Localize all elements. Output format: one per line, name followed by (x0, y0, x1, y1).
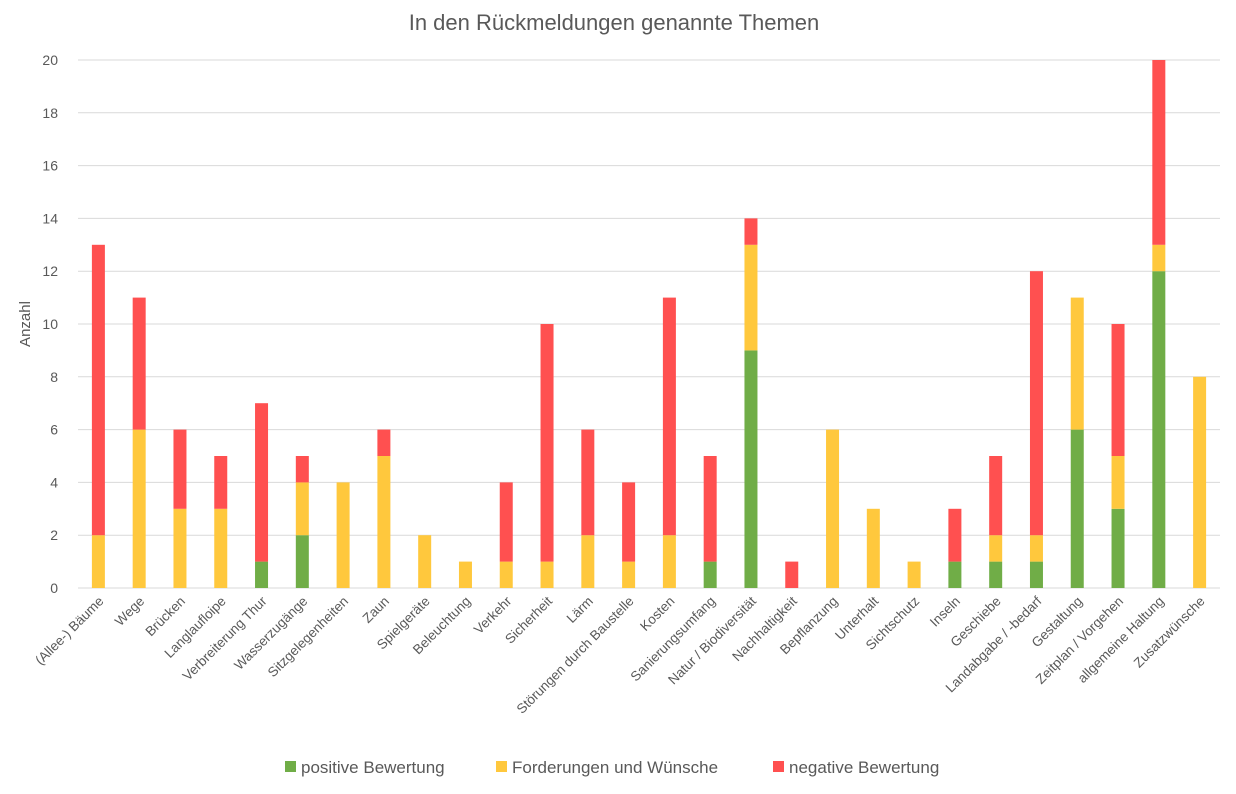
bar-segment (989, 456, 1003, 536)
y-tick-label: 4 (50, 474, 58, 490)
x-axis-ticks: (Allee-) Bäume WegeBrückenLanglaufloipeVe… (32, 593, 1207, 716)
legend-label: negative Bewertung (789, 758, 939, 777)
legend-item: Forderungen und Wünsche (496, 758, 718, 777)
bar-segment (173, 429, 187, 509)
bar-segment (744, 244, 758, 351)
bar-segment (214, 456, 228, 509)
bar-segment (785, 561, 799, 588)
bar-segment (132, 429, 146, 588)
bar-segment (1193, 376, 1207, 588)
bar-segment (989, 561, 1003, 588)
bar-segment (622, 561, 636, 588)
bar-segment (744, 350, 758, 588)
y-tick-label: 8 (50, 369, 58, 385)
legend-swatch (285, 761, 296, 772)
legend-item: positive Bewertung (285, 758, 445, 777)
bar-segment (1070, 429, 1084, 588)
bar-segment (1111, 456, 1125, 509)
bar-segment (418, 535, 432, 588)
bars (91, 60, 1207, 588)
x-tick-label: (Allee-) Bäume (32, 594, 106, 668)
bar-segment (91, 244, 105, 536)
x-tick-label: Wasserzugänge (231, 594, 310, 673)
bar-segment (132, 297, 146, 430)
bar-segment (540, 324, 554, 562)
bar-segment (295, 482, 309, 536)
bar-segment (214, 508, 228, 588)
bar-segment (948, 508, 962, 562)
legend-label: Forderungen und Wünsche (512, 758, 718, 777)
x-tick-label: Inseln (927, 594, 963, 630)
bar-segment (540, 561, 554, 588)
gridlines (78, 59, 1220, 589)
bar-segment (948, 561, 962, 588)
bar-segment (1111, 508, 1125, 588)
y-axis-label: Anzahl (17, 301, 34, 347)
bar-segment (1152, 271, 1166, 588)
bar-segment (744, 218, 758, 245)
y-tick-label: 16 (42, 158, 58, 174)
bar-segment (1111, 324, 1125, 456)
bar-segment (866, 508, 880, 588)
x-tick-label: Zaun (360, 594, 392, 626)
bar-segment (377, 456, 391, 588)
bar-segment (499, 482, 513, 562)
legend-item: negative Bewertung (773, 758, 939, 777)
bar-segment (173, 508, 187, 588)
bar-segment (336, 482, 350, 588)
x-tick-label: Wege (112, 594, 147, 629)
bar-segment (458, 561, 472, 588)
y-tick-label: 18 (42, 105, 58, 121)
bar-segment (377, 429, 391, 456)
x-tick-label: Lärm (564, 594, 596, 626)
bar-segment (1070, 297, 1084, 430)
bar-segment (499, 561, 513, 588)
bar-segment (989, 535, 1003, 562)
bar-segment (581, 535, 595, 588)
bar-segment (826, 429, 840, 588)
chart-title: In den Rückmeldungen genannte Themen (409, 10, 820, 35)
x-tick-label: Zusatzwünsche (1131, 594, 1208, 671)
bar-segment (622, 482, 636, 562)
y-tick-label: 14 (42, 210, 58, 226)
bar-segment (1029, 561, 1043, 588)
y-tick-label: 20 (42, 52, 58, 68)
bar-segment (255, 561, 269, 588)
bar-segment (662, 535, 676, 588)
bar-segment (1029, 535, 1043, 562)
bar-segment (91, 535, 105, 588)
bar-segment (255, 403, 269, 562)
y-tick-label: 2 (50, 527, 58, 543)
bar-segment (703, 456, 717, 562)
legend-label: positive Bewertung (301, 758, 445, 777)
y-tick-label: 10 (42, 316, 58, 332)
bar-segment (907, 561, 921, 588)
y-tick-label: 0 (50, 580, 58, 596)
bar-segment (1152, 244, 1166, 272)
legend: positive Bewertung Forderungen und Wünsch… (285, 758, 939, 777)
bar-segment (295, 456, 309, 483)
y-tick-label: 12 (42, 263, 58, 279)
bar-segment (295, 535, 309, 588)
bar-segment (581, 429, 595, 536)
bar-segment (1152, 60, 1166, 245)
bar-segment (662, 297, 676, 536)
y-axis-ticks: 0 2 4 6 8 10 12 14 16 18 20 (42, 52, 58, 596)
y-tick-label: 6 (50, 422, 58, 438)
legend-swatch (496, 761, 507, 772)
x-tick-label: Kosten (637, 594, 677, 634)
bar-segment (1029, 271, 1043, 536)
legend-swatch (773, 761, 784, 772)
bar-segment (703, 561, 717, 588)
